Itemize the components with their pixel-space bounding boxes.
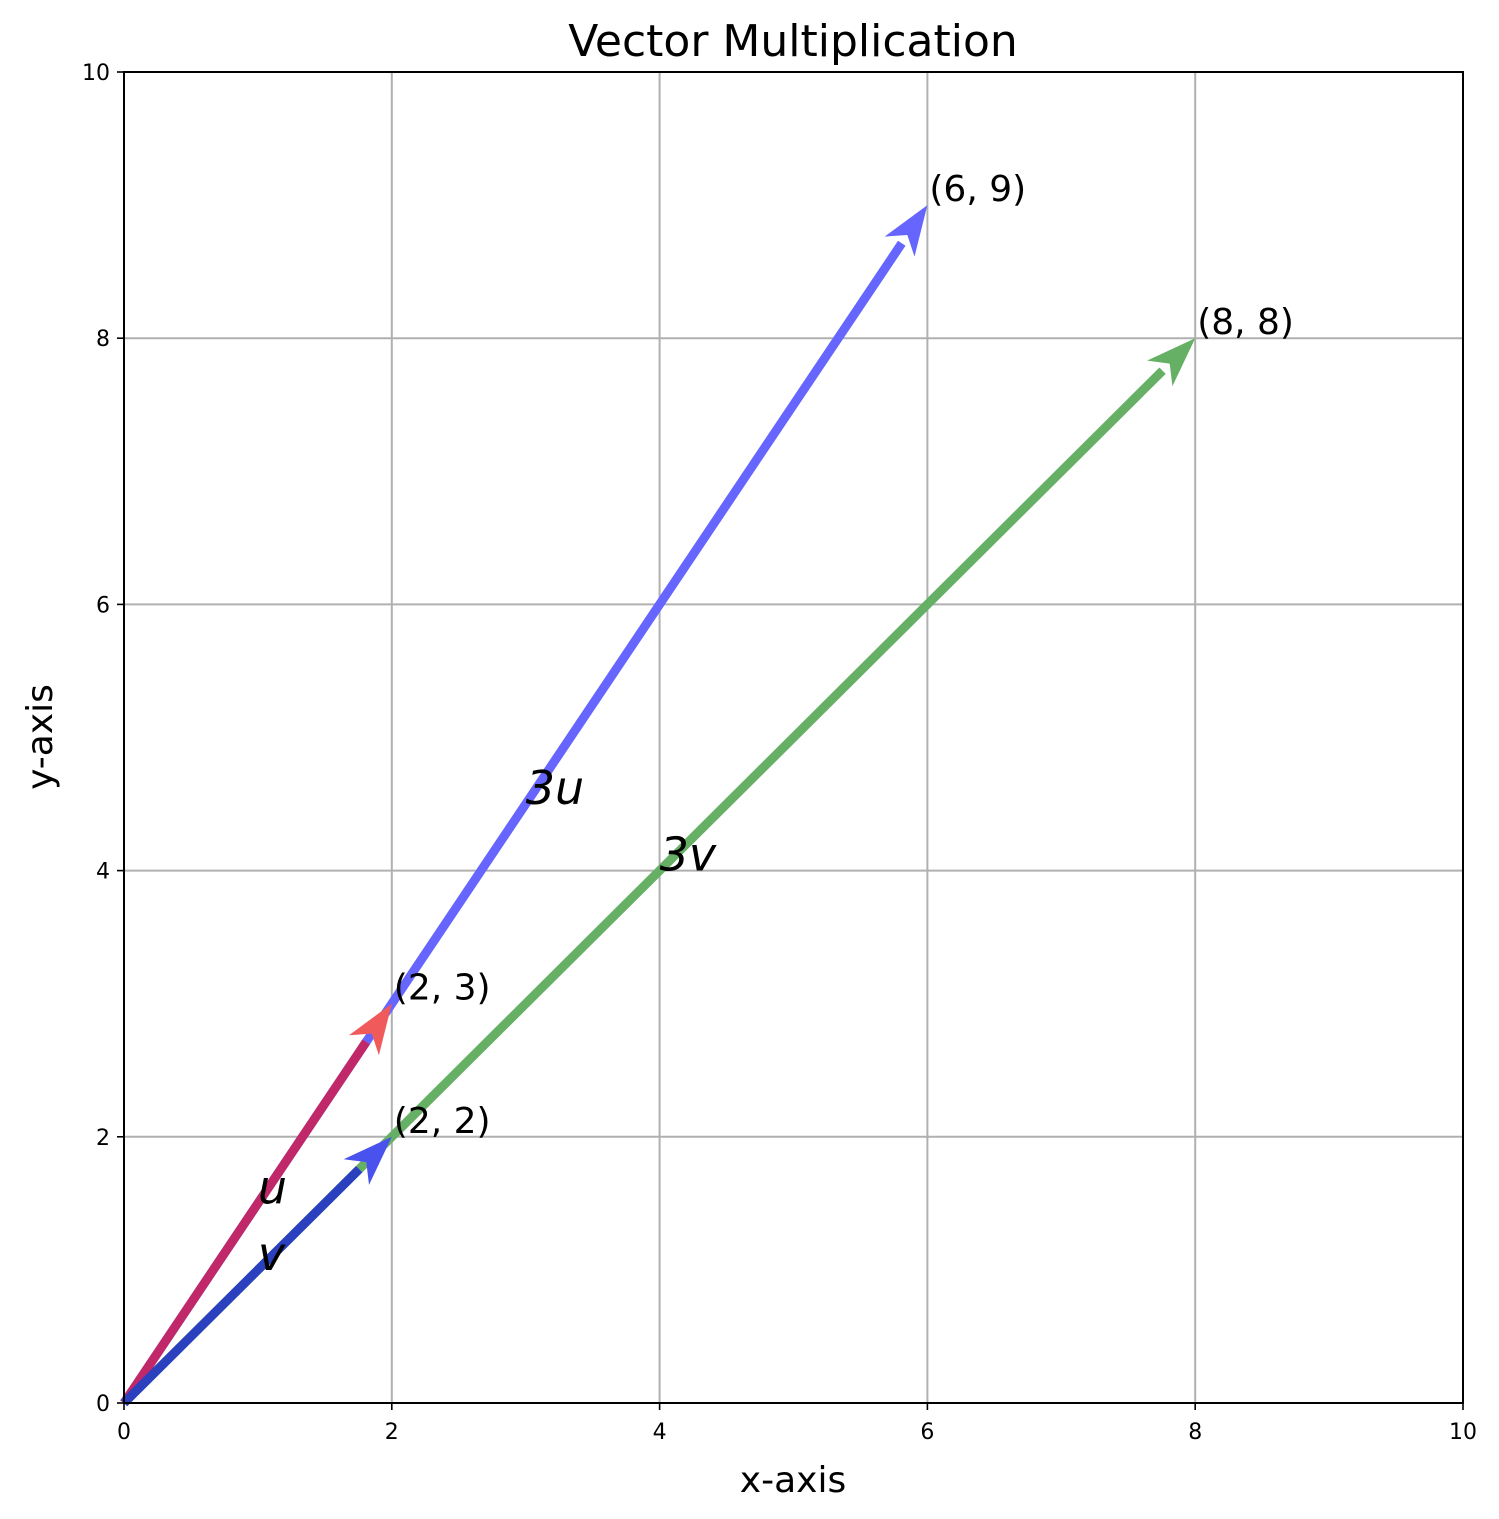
vector-endpoint-label: (8, 8) [1197,302,1294,343]
vector-head-3u [884,205,928,257]
vector-endpoint-label: (2, 2) [394,1101,491,1142]
vector-shaft-u [120,1039,370,1406]
y-axis-label: y-axis [20,684,61,790]
x-tick-label: 4 [653,1420,667,1445]
y-tick-label: 8 [96,327,110,352]
y-tick-label: 2 [96,1126,110,1151]
vector-name-label: v [258,1227,286,1281]
vector-head-v [343,1136,392,1185]
y-tick-label: 0 [96,1392,110,1417]
vector-shaft-v [120,1166,363,1407]
vector-endpoint-label: (2, 3) [394,968,491,1009]
vector-head-u [349,1003,392,1056]
y-tick-label: 10 [82,61,110,86]
chart-title: Vector Multiplication [568,16,1018,67]
x-tick-label: 6 [920,1420,934,1445]
plot-frame [123,71,1464,1404]
y-tick-label: 4 [96,860,110,885]
vector-head-3v [1147,338,1196,387]
x-axis-label: x-axis [740,1460,846,1501]
y-tick-label: 6 [96,593,110,618]
vector-name-label: 3v [660,828,717,882]
x-tick-label: 10 [1449,1420,1477,1445]
vector-name-label: 3u [526,761,584,815]
vectors [120,205,1196,1407]
x-tick-label: 0 [117,1420,131,1445]
x-tick-label: 2 [385,1420,399,1445]
vector-name-label: u [258,1160,287,1214]
vector-endpoint-label: (6, 9) [929,169,1026,210]
vector-labels: 3u (6, 9) 3v (8, 8) u (2, 3) v (2, 2) [258,169,1294,1281]
x-tick-label: 8 [1188,1420,1202,1445]
ticks: 0 2 4 6 8 10 0 2 4 6 8 10 [82,61,1477,1445]
